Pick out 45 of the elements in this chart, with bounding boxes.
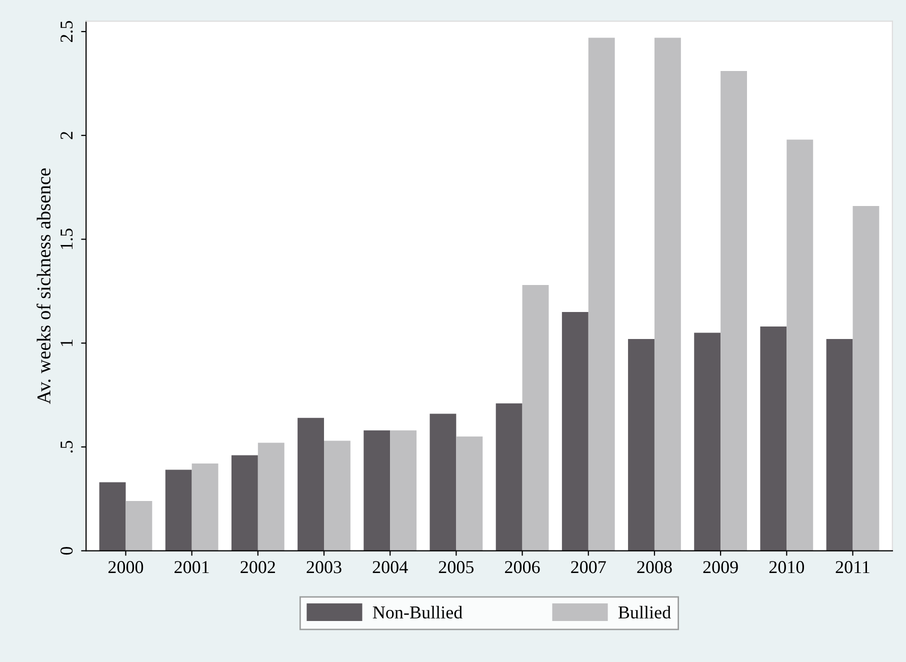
bar: [496, 403, 522, 551]
legend-label: Non-Bullied: [372, 606, 462, 619]
bar: [165, 470, 192, 551]
bar: [126, 500, 152, 551]
x-tick-label: 2004: [372, 561, 408, 574]
y-tick-label: 0: [60, 546, 73, 555]
bar: [786, 140, 814, 551]
y-tick-label: 1: [60, 340, 73, 346]
bar: [654, 38, 681, 551]
bar: [760, 326, 787, 551]
bar: [390, 430, 417, 551]
bar: [562, 312, 588, 551]
y-tick-label: .5: [60, 440, 73, 453]
bar: [364, 430, 390, 551]
bar: [522, 284, 549, 551]
x-tick-label: 2005: [438, 561, 474, 574]
bar: [99, 482, 126, 551]
x-tick-label: 2003: [306, 561, 342, 574]
x-tick-label: 2000: [108, 561, 144, 574]
x-tick-label: 2010: [769, 561, 804, 574]
bar: [588, 38, 615, 551]
bar: [852, 206, 880, 551]
y-tick-label: 2.5: [60, 20, 73, 42]
bar: [456, 436, 483, 551]
bar: [298, 418, 324, 551]
bar: [430, 414, 456, 551]
bar: [720, 71, 748, 551]
y-tick-label: 1.5: [60, 228, 73, 249]
y-axis-title: Av. weeks of sickness absence: [36, 168, 51, 404]
bar: [192, 464, 218, 551]
x-tick-label: 2008: [637, 561, 672, 574]
x-tick-label: 2006: [505, 561, 540, 574]
y-tick-label: 2: [60, 132, 73, 140]
x-tick-label: 2011: [836, 561, 870, 574]
x-tick-label: 2002: [240, 561, 275, 574]
bar: [826, 338, 853, 551]
bar: [231, 455, 258, 551]
bar: [324, 440, 350, 551]
bar: [694, 332, 721, 551]
bar: [258, 442, 284, 551]
x-tick-label: 2001: [174, 561, 209, 574]
legend-label: Bullied: [618, 606, 671, 619]
x-tick-label: 2009: [703, 561, 738, 574]
bar: [628, 338, 654, 551]
x-tick-label: 2007: [571, 561, 606, 574]
